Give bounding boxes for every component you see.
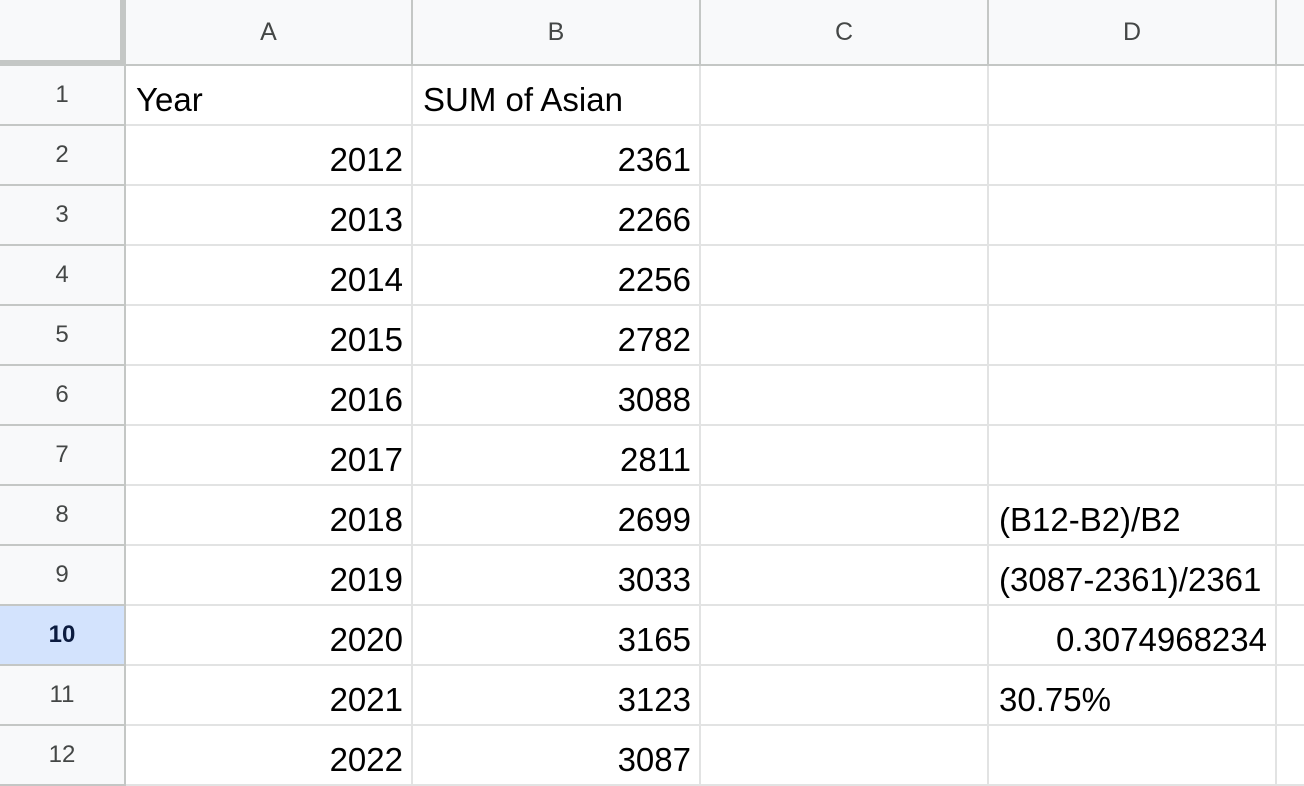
cell-d2[interactable] (989, 126, 1277, 186)
cell-a7[interactable]: 2017 (126, 426, 413, 486)
row-header-2[interactable]: 2 (0, 126, 126, 186)
cell-a10[interactable]: 2020 (126, 606, 413, 666)
cell-b8[interactable]: 2699 (413, 486, 701, 546)
cell-e5-partial[interactable] (1277, 306, 1304, 366)
cell-c5[interactable] (701, 306, 989, 366)
cell-d7[interactable] (989, 426, 1277, 486)
column-header-a[interactable]: A (126, 0, 413, 66)
cell-b2[interactable]: 2361 (413, 126, 701, 186)
column-header-e-partial[interactable] (1277, 0, 1304, 66)
cell-d3[interactable] (989, 186, 1277, 246)
cell-a3[interactable]: 2013 (126, 186, 413, 246)
cell-d1[interactable] (989, 66, 1277, 126)
cell-b12[interactable]: 3087 (413, 726, 701, 786)
cell-b7[interactable]: 2811 (413, 426, 701, 486)
cell-d11[interactable]: 30.75% (989, 666, 1277, 726)
row-header-7[interactable]: 7 (0, 426, 126, 486)
row-header-9[interactable]: 9 (0, 546, 126, 606)
cell-a11[interactable]: 2021 (126, 666, 413, 726)
cell-a2[interactable]: 2012 (126, 126, 413, 186)
cell-e9-partial[interactable] (1277, 546, 1304, 606)
cell-b1[interactable]: SUM of Asian (413, 66, 701, 126)
cell-c7[interactable] (701, 426, 989, 486)
cell-a6[interactable]: 2016 (126, 366, 413, 426)
cell-a9[interactable]: 2019 (126, 546, 413, 606)
row-header-12[interactable]: 12 (0, 726, 126, 786)
cell-d10[interactable]: 0.3074968234 (989, 606, 1277, 666)
cell-c6[interactable] (701, 366, 989, 426)
cell-a8[interactable]: 2018 (126, 486, 413, 546)
column-header-b[interactable]: B (413, 0, 701, 66)
cell-c4[interactable] (701, 246, 989, 306)
cell-c12[interactable] (701, 726, 989, 786)
row-header-1[interactable]: 1 (0, 66, 126, 126)
cell-e3-partial[interactable] (1277, 186, 1304, 246)
cell-c1[interactable] (701, 66, 989, 126)
select-all-corner[interactable] (0, 0, 126, 66)
cell-c9[interactable] (701, 546, 989, 606)
cell-e6-partial[interactable] (1277, 366, 1304, 426)
cell-b9[interactable]: 3033 (413, 546, 701, 606)
row-header-5[interactable]: 5 (0, 306, 126, 366)
cell-e10-partial[interactable] (1277, 606, 1304, 666)
cell-b10[interactable]: 3165 (413, 606, 701, 666)
cell-e7-partial[interactable] (1277, 426, 1304, 486)
row-header-6[interactable]: 6 (0, 366, 126, 426)
cell-d4[interactable] (989, 246, 1277, 306)
row-header-10[interactable]: 10 (0, 606, 126, 666)
row-header-3[interactable]: 3 (0, 186, 126, 246)
cell-e8-partial[interactable] (1277, 486, 1304, 546)
cell-c11[interactable] (701, 666, 989, 726)
cell-d6[interactable] (989, 366, 1277, 426)
column-header-d[interactable]: D (989, 0, 1277, 66)
cell-b5[interactable]: 2782 (413, 306, 701, 366)
cell-a5[interactable]: 2015 (126, 306, 413, 366)
cell-d8[interactable]: (B12-B2)/B2 (989, 486, 1277, 546)
cell-d9[interactable]: (3087-2361)/2361 (989, 546, 1277, 606)
cell-c3[interactable] (701, 186, 989, 246)
row-header-4[interactable]: 4 (0, 246, 126, 306)
cell-d5[interactable] (989, 306, 1277, 366)
cell-b11[interactable]: 3123 (413, 666, 701, 726)
cell-b3[interactable]: 2266 (413, 186, 701, 246)
column-header-c[interactable]: C (701, 0, 989, 66)
cell-e12-partial[interactable] (1277, 726, 1304, 786)
cell-b6[interactable]: 3088 (413, 366, 701, 426)
cell-c10[interactable] (701, 606, 989, 666)
cell-e1-partial[interactable] (1277, 66, 1304, 126)
cell-a1[interactable]: Year (126, 66, 413, 126)
cell-e11-partial[interactable] (1277, 666, 1304, 726)
cell-a4[interactable]: 2014 (126, 246, 413, 306)
cell-d12[interactable] (989, 726, 1277, 786)
cell-c8[interactable] (701, 486, 989, 546)
cell-a12[interactable]: 2022 (126, 726, 413, 786)
row-header-8[interactable]: 8 (0, 486, 126, 546)
cell-c2[interactable] (701, 126, 989, 186)
cell-e2-partial[interactable] (1277, 126, 1304, 186)
row-header-11[interactable]: 11 (0, 666, 126, 726)
cell-e4-partial[interactable] (1277, 246, 1304, 306)
cell-b4[interactable]: 2256 (413, 246, 701, 306)
